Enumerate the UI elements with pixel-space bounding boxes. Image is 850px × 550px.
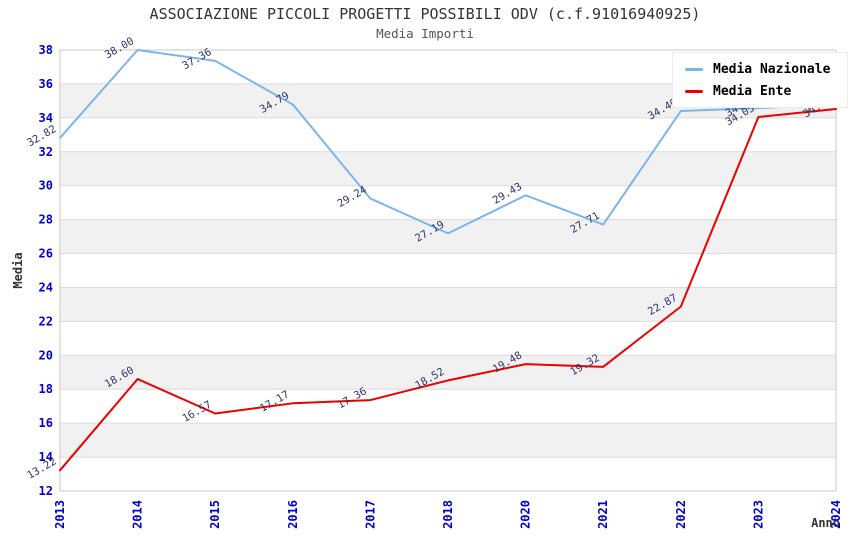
x-tick-label: 2017	[363, 500, 377, 529]
y-tick-label: 38	[39, 43, 53, 57]
y-tick-label: 22	[39, 314, 53, 328]
legend-label: Media Nazionale	[713, 61, 831, 77]
y-tick-label: 28	[39, 213, 53, 227]
data-label: 17.17	[258, 389, 291, 415]
y-tick-label: 12	[39, 484, 53, 498]
y-tick-label: 32	[39, 145, 53, 159]
plot-band	[60, 219, 836, 254]
plot-band	[60, 287, 836, 322]
x-axis-title: Anno	[811, 516, 840, 530]
y-tick-label: 26	[39, 247, 53, 261]
y-tick-label: 20	[39, 348, 53, 362]
y-tick-label: 24	[39, 280, 53, 294]
x-tick-label: 2022	[674, 500, 688, 529]
legend-box: Media Nazionale Media Ente	[672, 52, 848, 108]
series-line-media-nazionale[interactable]	[59, 49, 837, 235]
plot-border	[59, 49, 837, 492]
chart-subtitle: Media Importi	[376, 26, 474, 41]
x-tick-label: 2023	[751, 500, 765, 529]
x-tick-label: 2021	[596, 500, 610, 529]
x-tick-label: 2014	[131, 500, 145, 529]
y-tick-label: 36	[39, 77, 53, 91]
legend-item-media-nazionale[interactable]: Media Nazionale	[685, 58, 847, 80]
legend-line-swatch	[685, 89, 703, 93]
y-tick-label: 18	[39, 382, 53, 396]
y-tick-label: 34	[39, 111, 53, 125]
x-tick-label: 2016	[286, 500, 300, 529]
data-label: 29.24	[336, 184, 369, 210]
y-tick-label: 16	[39, 416, 53, 430]
y-tick-label: 30	[39, 179, 53, 193]
y-tick-label: 14	[39, 450, 53, 464]
x-tick-label: 2013	[53, 500, 67, 529]
legend-item-media-ente[interactable]: Media Ente	[685, 80, 847, 102]
series-line-media-ente[interactable]	[59, 108, 837, 472]
x-tick-label: 2020	[519, 500, 533, 529]
legend-label: Media Ente	[713, 83, 792, 99]
data-label: 16.57	[180, 399, 213, 425]
chart-title: ASSOCIAZIONE PICCOLI PROGETTI POSSIBILI …	[149, 5, 701, 23]
plot-band	[60, 151, 836, 186]
y-axis-title: Media	[11, 252, 25, 288]
plot-band	[60, 423, 836, 458]
x-tick-label: 2024	[829, 500, 843, 529]
x-tick-label: 2015	[208, 500, 222, 529]
plot-band	[60, 355, 836, 390]
legend-line-swatch	[685, 67, 703, 71]
x-tick-label: 2018	[441, 500, 455, 529]
